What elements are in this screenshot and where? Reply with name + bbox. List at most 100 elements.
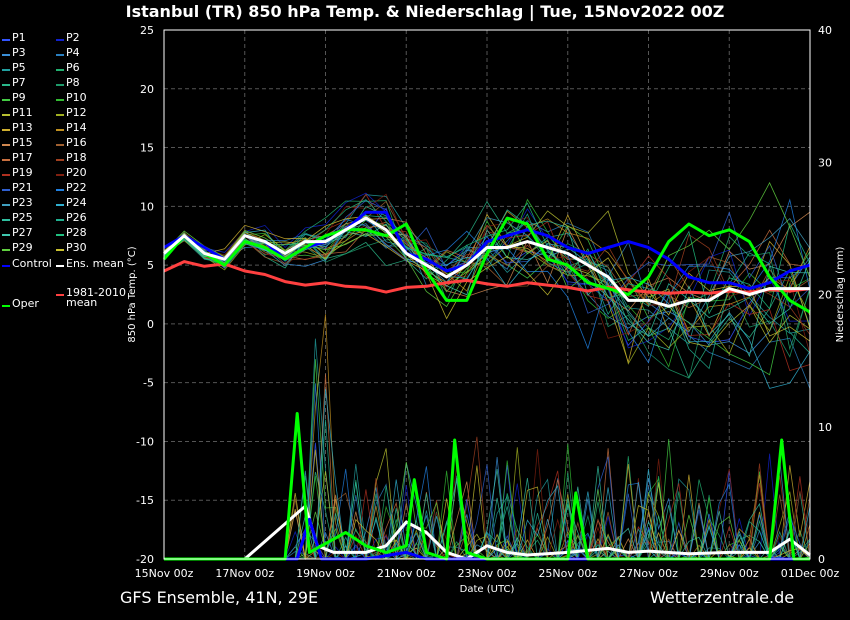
x-tick-label: 01Dec 00z bbox=[781, 567, 840, 580]
legend-swatch bbox=[56, 234, 64, 236]
legend-label: P9 bbox=[12, 91, 26, 104]
member-temp-line bbox=[163, 220, 811, 389]
member-temp-line bbox=[163, 214, 811, 389]
y-tick-label: 10 bbox=[140, 200, 154, 213]
legend-swatch bbox=[2, 129, 10, 131]
legend-item: P17 bbox=[2, 151, 33, 166]
legend-item: P24 bbox=[56, 196, 87, 211]
legend-swatch bbox=[2, 249, 10, 251]
legend-swatch bbox=[56, 294, 64, 296]
oper-temp-line bbox=[162, 216, 811, 314]
legend-label: 1981-2010 mean bbox=[66, 286, 126, 309]
ens-mean-precip-line bbox=[164, 504, 811, 561]
legend-item: P9 bbox=[2, 91, 26, 106]
legend-item: P27 bbox=[2, 227, 33, 241]
legend-swatch bbox=[56, 99, 64, 101]
legend-label: P4 bbox=[66, 46, 80, 59]
control-temp-line bbox=[163, 210, 811, 291]
y-tick-label: -15 bbox=[136, 494, 154, 507]
y-axis-title: 850 hPa Temp. (°C) bbox=[127, 246, 138, 342]
member-temp-line bbox=[163, 200, 811, 309]
x-tick-label: 23Nov 00z bbox=[458, 567, 517, 580]
legend-label: P12 bbox=[66, 106, 87, 119]
legend-item: Oper bbox=[2, 297, 39, 312]
legend-item: P1 bbox=[2, 31, 26, 46]
legend-swatch bbox=[56, 189, 64, 191]
legend-item: P6 bbox=[56, 62, 80, 76]
legend-swatch bbox=[56, 54, 64, 56]
legend-label: P18 bbox=[66, 151, 87, 164]
legend-label: P17 bbox=[12, 151, 33, 164]
legend-item: P25 bbox=[2, 211, 33, 226]
legend-swatch bbox=[2, 234, 10, 236]
x-tick-label: 25Nov 00z bbox=[538, 567, 597, 580]
legend-item: P13 bbox=[2, 122, 33, 136]
legend-label: P14 bbox=[66, 121, 87, 134]
legend-swatch bbox=[2, 204, 10, 206]
legend-swatch bbox=[56, 84, 64, 86]
legend-swatch bbox=[56, 114, 64, 116]
legend-swatch bbox=[56, 204, 64, 206]
y2-tick-label: 20 bbox=[818, 289, 832, 302]
legend-label: P15 bbox=[12, 136, 33, 149]
series-group bbox=[162, 210, 811, 561]
legend-label: P5 bbox=[12, 61, 26, 74]
legend-swatch bbox=[2, 159, 10, 161]
grid bbox=[164, 30, 810, 559]
legend-item: Control bbox=[2, 257, 52, 272]
1981-2010-temp-line bbox=[163, 260, 811, 295]
legend-label: P23 bbox=[12, 196, 33, 209]
legend-label: P19 bbox=[12, 166, 33, 179]
x-tick-label: 29Nov 00z bbox=[700, 567, 759, 580]
legend-label: P29 bbox=[12, 241, 33, 254]
legend-swatch bbox=[2, 69, 10, 71]
axes: -20 -15 -10 -5 0 5 10 15 20 25 0 10 20 30 40 15Nov 00z 1… bbox=[127, 24, 846, 595]
y-tick-label: 15 bbox=[140, 142, 154, 155]
legend-label: P30 bbox=[66, 241, 87, 254]
legend-item: P14 bbox=[56, 121, 87, 136]
legend-label: P2 bbox=[66, 31, 80, 44]
legend-item: P10 bbox=[56, 91, 87, 106]
y-tick-label: -5 bbox=[143, 377, 154, 390]
x-tick-label: 27Nov 00z bbox=[619, 567, 678, 580]
x-tick-label: 15Nov 00z bbox=[135, 567, 194, 580]
legend-item: P28 bbox=[56, 227, 87, 241]
legend-label: P10 bbox=[66, 91, 87, 104]
legend-swatch bbox=[2, 265, 10, 267]
y2-axis-title: Niederschlag (mm) bbox=[835, 247, 846, 343]
legend-swatch bbox=[2, 54, 10, 56]
y-tick-label: 5 bbox=[147, 259, 154, 272]
legend-item: P15 bbox=[2, 136, 33, 151]
y-tick-label: 0 bbox=[147, 318, 154, 331]
legend-swatch bbox=[56, 249, 64, 251]
legend-label: P16 bbox=[66, 136, 87, 149]
model-label: GFS Ensemble, 41N, 29E bbox=[120, 588, 319, 607]
legend-swatch bbox=[2, 99, 10, 101]
legend-label: Control bbox=[12, 257, 52, 270]
legend-swatch bbox=[56, 129, 64, 131]
legend-label: P20 bbox=[66, 166, 87, 179]
legend-item: 1981-2010 mean bbox=[56, 286, 126, 309]
legend-label: P24 bbox=[66, 196, 87, 209]
ens-mean-temp-line bbox=[163, 216, 810, 308]
legend-item: P22 bbox=[56, 181, 87, 196]
legend-item: P19 bbox=[2, 166, 33, 181]
legend-swatch bbox=[2, 305, 10, 307]
legend-label: P22 bbox=[66, 181, 87, 194]
y-tick-label: -10 bbox=[136, 435, 154, 448]
legend-swatch bbox=[56, 219, 64, 221]
legend-item: Ens. mean bbox=[56, 258, 124, 272]
legend-label: P1 bbox=[12, 31, 26, 44]
legend-item: P3 bbox=[2, 47, 26, 61]
legend-item: P7 bbox=[2, 76, 26, 91]
legend-item: P18 bbox=[56, 151, 87, 166]
legend-label: Oper bbox=[12, 297, 39, 310]
legend-label: P25 bbox=[12, 211, 33, 224]
legend-swatch bbox=[56, 144, 64, 146]
x-tick-label: 21Nov 00z bbox=[377, 567, 436, 580]
legend-label: P21 bbox=[12, 181, 33, 194]
legend-label: P7 bbox=[12, 76, 26, 89]
site-label: Wetterzentrale.de bbox=[650, 588, 795, 607]
y-tick-label: 20 bbox=[140, 83, 154, 96]
